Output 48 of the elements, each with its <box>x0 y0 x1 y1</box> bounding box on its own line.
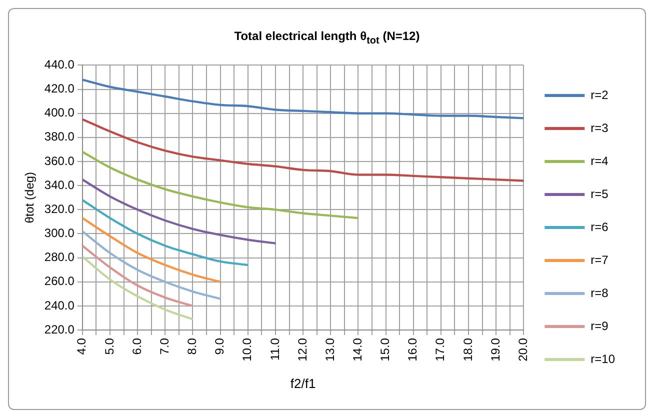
legend-label: r=5 <box>590 186 609 201</box>
y-tick-label: 420.0 <box>44 82 75 96</box>
x-tick-label: 9.0 <box>212 338 227 355</box>
line-series <box>82 150 360 220</box>
line-series <box>82 256 194 320</box>
y-tick-label: 380.0 <box>44 130 75 144</box>
legend-label: r=10 <box>590 352 616 366</box>
x-tick-label: 13.0 <box>322 338 337 362</box>
x-tick-label: 11.0 <box>268 338 282 361</box>
y-tick-label: 220.0 <box>44 322 75 336</box>
y-axis-title: θtot (deg) <box>22 172 37 224</box>
y-tick-label: 300.0 <box>44 226 75 240</box>
x-tick-label: 16.0 <box>406 338 420 362</box>
legend-label: r=2 <box>590 88 609 102</box>
y-tick-label: 360.0 <box>44 154 75 168</box>
x-tick-label: 10.0 <box>240 338 254 362</box>
y-tick-label: 320.0 <box>44 202 75 216</box>
x-tick-label: 7.0 <box>157 338 172 355</box>
x-tick-label: 8.0 <box>185 338 200 355</box>
x-tick-label: 12.0 <box>295 338 310 362</box>
y-tick-label: 280.0 <box>44 250 75 264</box>
y-tick-label: 440.0 <box>44 58 75 72</box>
x-tick-label: 4.0 <box>74 338 89 355</box>
x-tick-label: 18.0 <box>460 338 475 362</box>
x-tick-label: 17.0 <box>433 338 448 362</box>
line-series <box>82 198 249 266</box>
line-series <box>82 230 222 300</box>
x-tick-label: 5.0 <box>102 338 116 355</box>
legend-label: r=6 <box>590 220 609 234</box>
x-tick-label: 20.0 <box>516 338 530 362</box>
legend-label: r=7 <box>590 252 609 267</box>
x-tick-label: 6.0 <box>130 338 144 355</box>
legend-label: r=8 <box>590 286 609 300</box>
line-series <box>82 244 194 308</box>
x-axis-title: f2/f1 <box>290 376 316 391</box>
legend-label: r=3 <box>590 120 609 135</box>
legend-label: r=9 <box>590 318 609 333</box>
legend-label: r=4 <box>590 154 609 168</box>
y-tick-label: 260.0 <box>44 274 75 288</box>
line-series <box>82 216 222 283</box>
y-tick-label: 240.0 <box>44 298 75 312</box>
x-tick-label: 15.0 <box>378 338 392 362</box>
x-tick-label: 14.0 <box>350 338 365 362</box>
chart-title: Total electrical length θ$_{tot}$ (N=12) <box>233 29 421 46</box>
line-series <box>82 178 277 244</box>
y-tick-label: 340.0 <box>44 178 75 192</box>
y-tick-label: 400.0 <box>44 106 75 120</box>
x-tick-label: 19.0 <box>488 338 502 362</box>
